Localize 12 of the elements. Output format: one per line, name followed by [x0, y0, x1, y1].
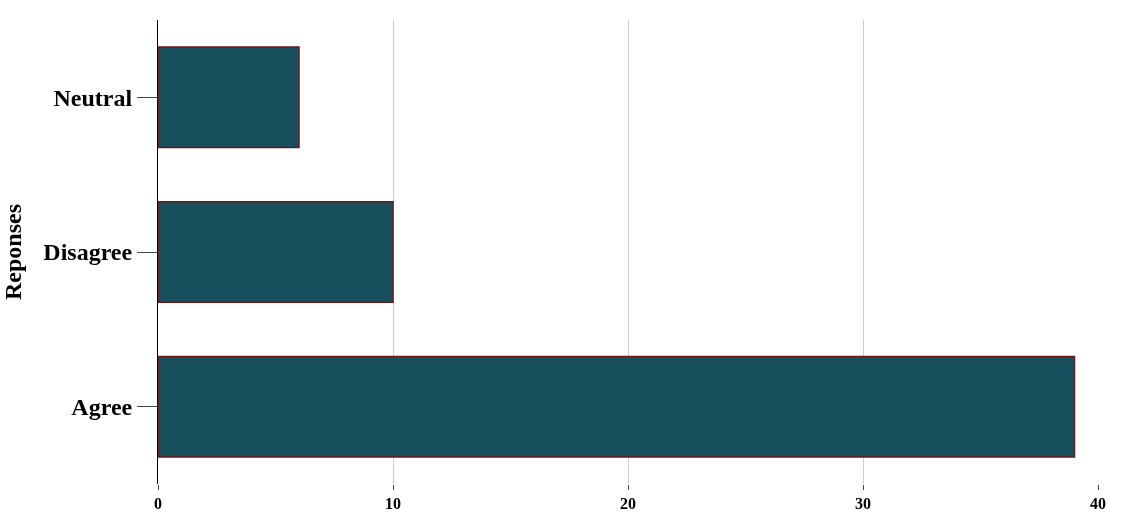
y-tick-label: Agree: [71, 394, 133, 421]
x-tick-label: 0: [154, 495, 162, 513]
x-tick-label: 20: [620, 495, 636, 513]
bar: [158, 355, 1076, 458]
x-tick-label: 40: [1090, 495, 1106, 513]
bar: [158, 200, 394, 304]
y-axis-title: Reponses: [0, 203, 26, 301]
x-tick-label: 10: [385, 495, 401, 513]
y-tick-label: Disagree: [43, 239, 133, 266]
bar: [158, 46, 300, 149]
x-tick-label: 30: [855, 495, 871, 513]
y-tick-label: Neutral: [53, 84, 133, 111]
